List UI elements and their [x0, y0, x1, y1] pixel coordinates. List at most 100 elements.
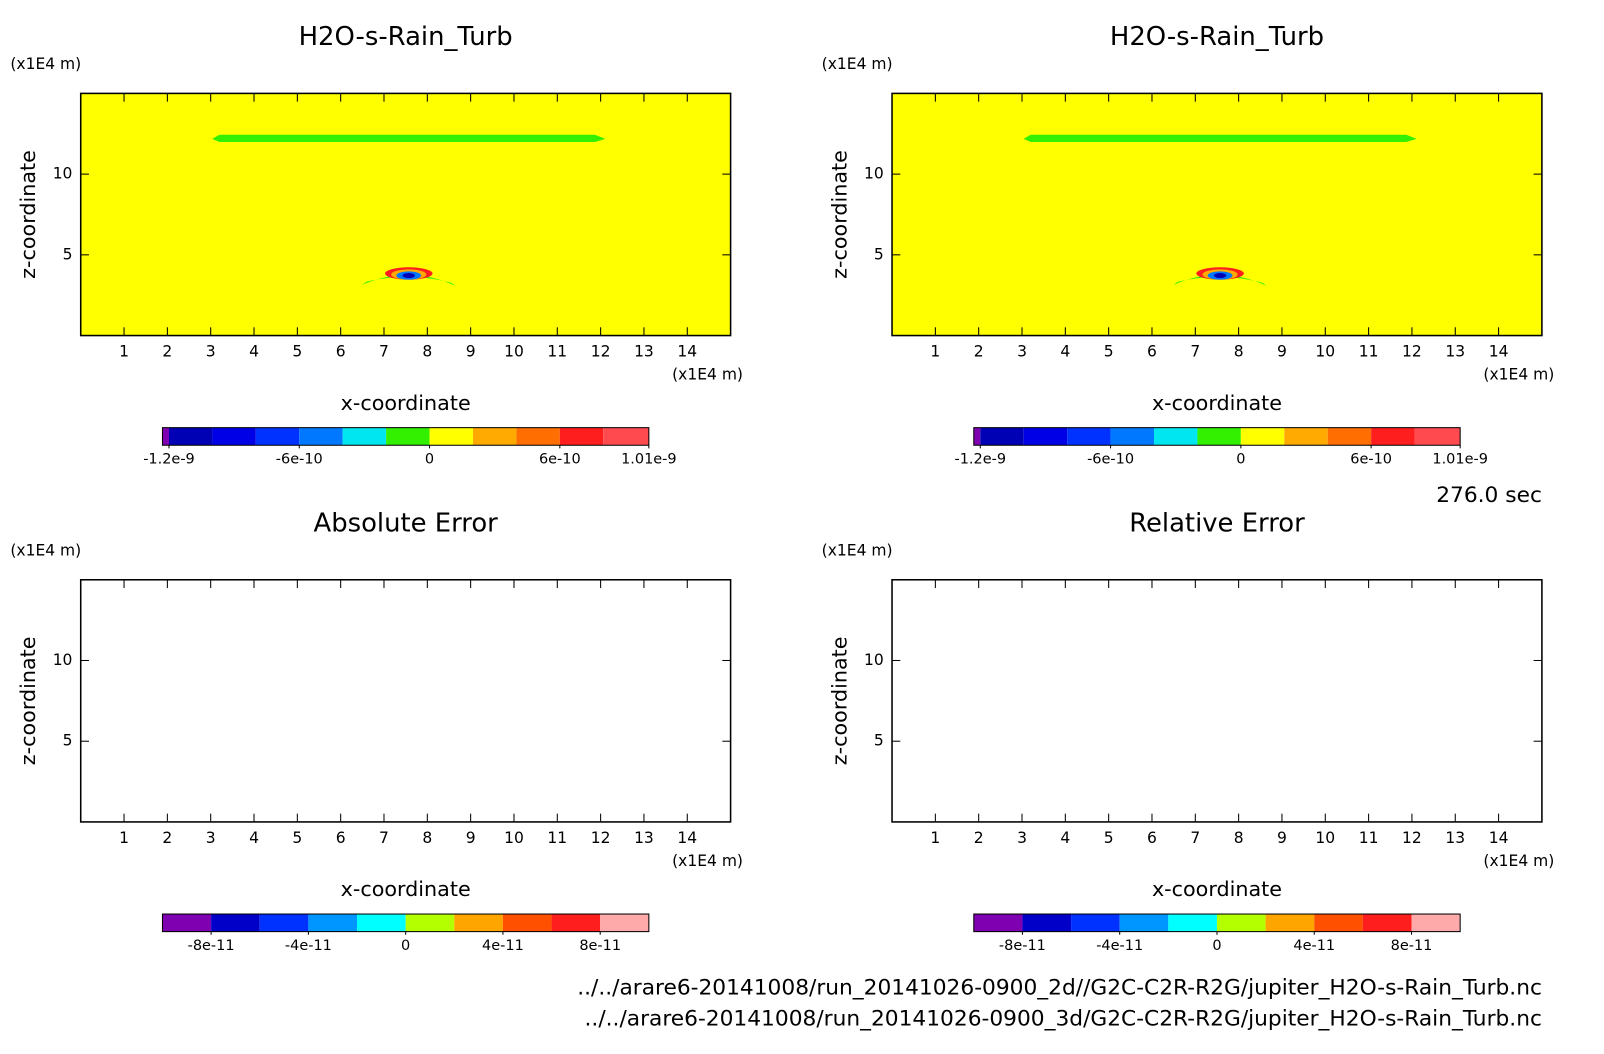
- x-tick-label: 3: [1017, 829, 1027, 847]
- colorbar-segment: [516, 427, 560, 446]
- colorbar-tick-label: 0: [401, 938, 410, 954]
- y-unit: (x1E4 m): [10, 541, 81, 559]
- colorbar-tick-label: -6e-10: [276, 452, 323, 468]
- plot-frame: [891, 92, 1543, 337]
- y-tick-label: 10: [864, 651, 884, 669]
- panel-title: H2O-s-Rain_Turb: [299, 22, 513, 52]
- colorbar-tick-label: -8e-11: [999, 938, 1046, 954]
- colorbar-tick-label: -6e-10: [1087, 452, 1134, 468]
- x-unit: (x1E4 m): [672, 852, 743, 870]
- colorbar-segment: [1071, 914, 1120, 932]
- file-path: ../../arare6-20141008/run_20141026-0900_…: [585, 1007, 1542, 1032]
- colorbar-segment: [259, 914, 309, 932]
- file-path: ../../arare6-20141008/run_20141026-0900_…: [577, 976, 1542, 1001]
- colorbar-segment: [502, 914, 552, 932]
- x-tick-label: 7: [379, 829, 389, 847]
- y-axis-label: z-coordinate: [827, 637, 851, 766]
- colorbar-tick-label: -4e-11: [285, 938, 332, 954]
- x-tick-label: 13: [1445, 829, 1465, 847]
- y-unit: (x1E4 m): [10, 55, 81, 73]
- colorbar-tick-label: 6e-10: [1350, 452, 1392, 468]
- colorbar-tick-label: 4e-11: [482, 938, 524, 954]
- contour-blob: [402, 272, 415, 279]
- x-tick-label: 11: [1359, 343, 1379, 361]
- colorbar-tick-label: 8e-11: [579, 938, 621, 954]
- x-tick-label: 7: [1190, 343, 1200, 361]
- x-tick-label: 6: [336, 343, 346, 361]
- colorbar-segment: [386, 427, 430, 446]
- x-tick-label: 10: [1315, 343, 1335, 361]
- y-tick-label: 5: [874, 732, 884, 750]
- x-axis-label: x-coordinate: [1152, 877, 1282, 901]
- x-tick-label: 1: [930, 829, 940, 847]
- x-unit: (x1E4 m): [1483, 365, 1554, 383]
- colorbar-frame: [973, 427, 1461, 446]
- colorbar-tick-label: 0: [1236, 452, 1245, 468]
- panel: H2O-s-Rain_Turb(x1E4 m)1 2 3 4 5 6 7 8 9 10 11 12 13…: [10, 22, 743, 468]
- y-unit: (x1E4 m): [822, 541, 893, 559]
- x-tick-label: 11: [547, 829, 567, 847]
- contour-band: [1023, 134, 1417, 143]
- colorbar-frame: [161, 427, 650, 446]
- colorbar-segment: [211, 914, 260, 932]
- x-tick-label: 2: [162, 343, 172, 361]
- colorbar-tick-label: -1.2e-9: [143, 452, 195, 468]
- colorbar-segment: [357, 914, 406, 932]
- x-tick-label: 8: [422, 829, 432, 847]
- contour-band: [212, 134, 606, 143]
- y-tick-label: 10: [53, 651, 73, 669]
- x-tick-label: 14: [677, 343, 697, 361]
- x-axis-label: x-coordinate: [341, 391, 471, 415]
- colorbar-segment: [472, 427, 517, 446]
- colorbar-segment: [162, 914, 212, 932]
- colorbar-tick-label: 1.01e-9: [621, 452, 677, 468]
- contour-blob: [1213, 272, 1227, 279]
- colorbar-segment: [454, 914, 503, 932]
- time-label: 276.0 sec: [1436, 483, 1542, 508]
- colorbar-segment: [603, 427, 649, 446]
- x-tick-label: 14: [677, 829, 697, 847]
- colorbar-tick-label: 0: [425, 452, 434, 468]
- y-axis-label: z-coordinate: [16, 637, 40, 766]
- plot-frame: [79, 579, 732, 823]
- panel: H2O-s-Rain_Turb(x1E4 m)1 2 3 4 5 6 7 8 9 10 11 12 13…: [822, 22, 1555, 468]
- x-tick-label: 9: [1277, 343, 1287, 361]
- y-tick-label: 10: [53, 165, 73, 183]
- x-tick-label: 13: [634, 829, 654, 847]
- colorbar-tick-label: -1.2e-9: [955, 452, 1007, 468]
- colorbar-tick-label: -8e-11: [188, 938, 235, 954]
- panel: Relative Error(x1E4 m)1 2 3 4 5 6 7 8 9 10 11 12 13 1…: [822, 508, 1555, 954]
- colorbar-segment: [1327, 427, 1372, 446]
- colorbar-segment: [1022, 914, 1072, 932]
- colorbar-segment: [162, 427, 169, 446]
- colorbar-segment: [551, 914, 601, 932]
- x-tick-label: 14: [1489, 343, 1509, 361]
- y-unit: (x1E4 m): [822, 55, 893, 73]
- x-tick-label: 5: [292, 343, 302, 361]
- x-tick-label: 5: [1104, 343, 1114, 361]
- x-tick-label: 13: [1445, 343, 1465, 361]
- x-tick-label: 4: [1060, 343, 1070, 361]
- x-tick-label: 5: [292, 829, 302, 847]
- colorbar-segment: [1067, 427, 1111, 446]
- x-tick-label: 8: [1234, 343, 1244, 361]
- x-tick-label: 2: [974, 829, 984, 847]
- x-tick-label: 10: [504, 343, 524, 361]
- colorbar-segment: [299, 427, 343, 446]
- colorbar-segment: [1314, 914, 1363, 932]
- panel-title: Absolute Error: [314, 508, 499, 538]
- x-tick-label: 10: [504, 829, 524, 847]
- x-tick-label: 4: [1060, 829, 1070, 847]
- x-tick-label: 1: [930, 343, 940, 361]
- x-tick-label: 12: [591, 829, 611, 847]
- x-tick-label: 12: [591, 343, 611, 361]
- colorbar-segment: [973, 914, 1023, 932]
- colorbar-segment: [1110, 427, 1155, 446]
- colorbar-segment: [1216, 914, 1266, 932]
- y-tick-label: 5: [63, 732, 73, 750]
- x-tick-label: 8: [422, 343, 432, 361]
- x-tick-label: 1: [119, 343, 129, 361]
- colorbar-segment: [1154, 427, 1198, 446]
- x-unit: (x1E4 m): [1483, 852, 1554, 870]
